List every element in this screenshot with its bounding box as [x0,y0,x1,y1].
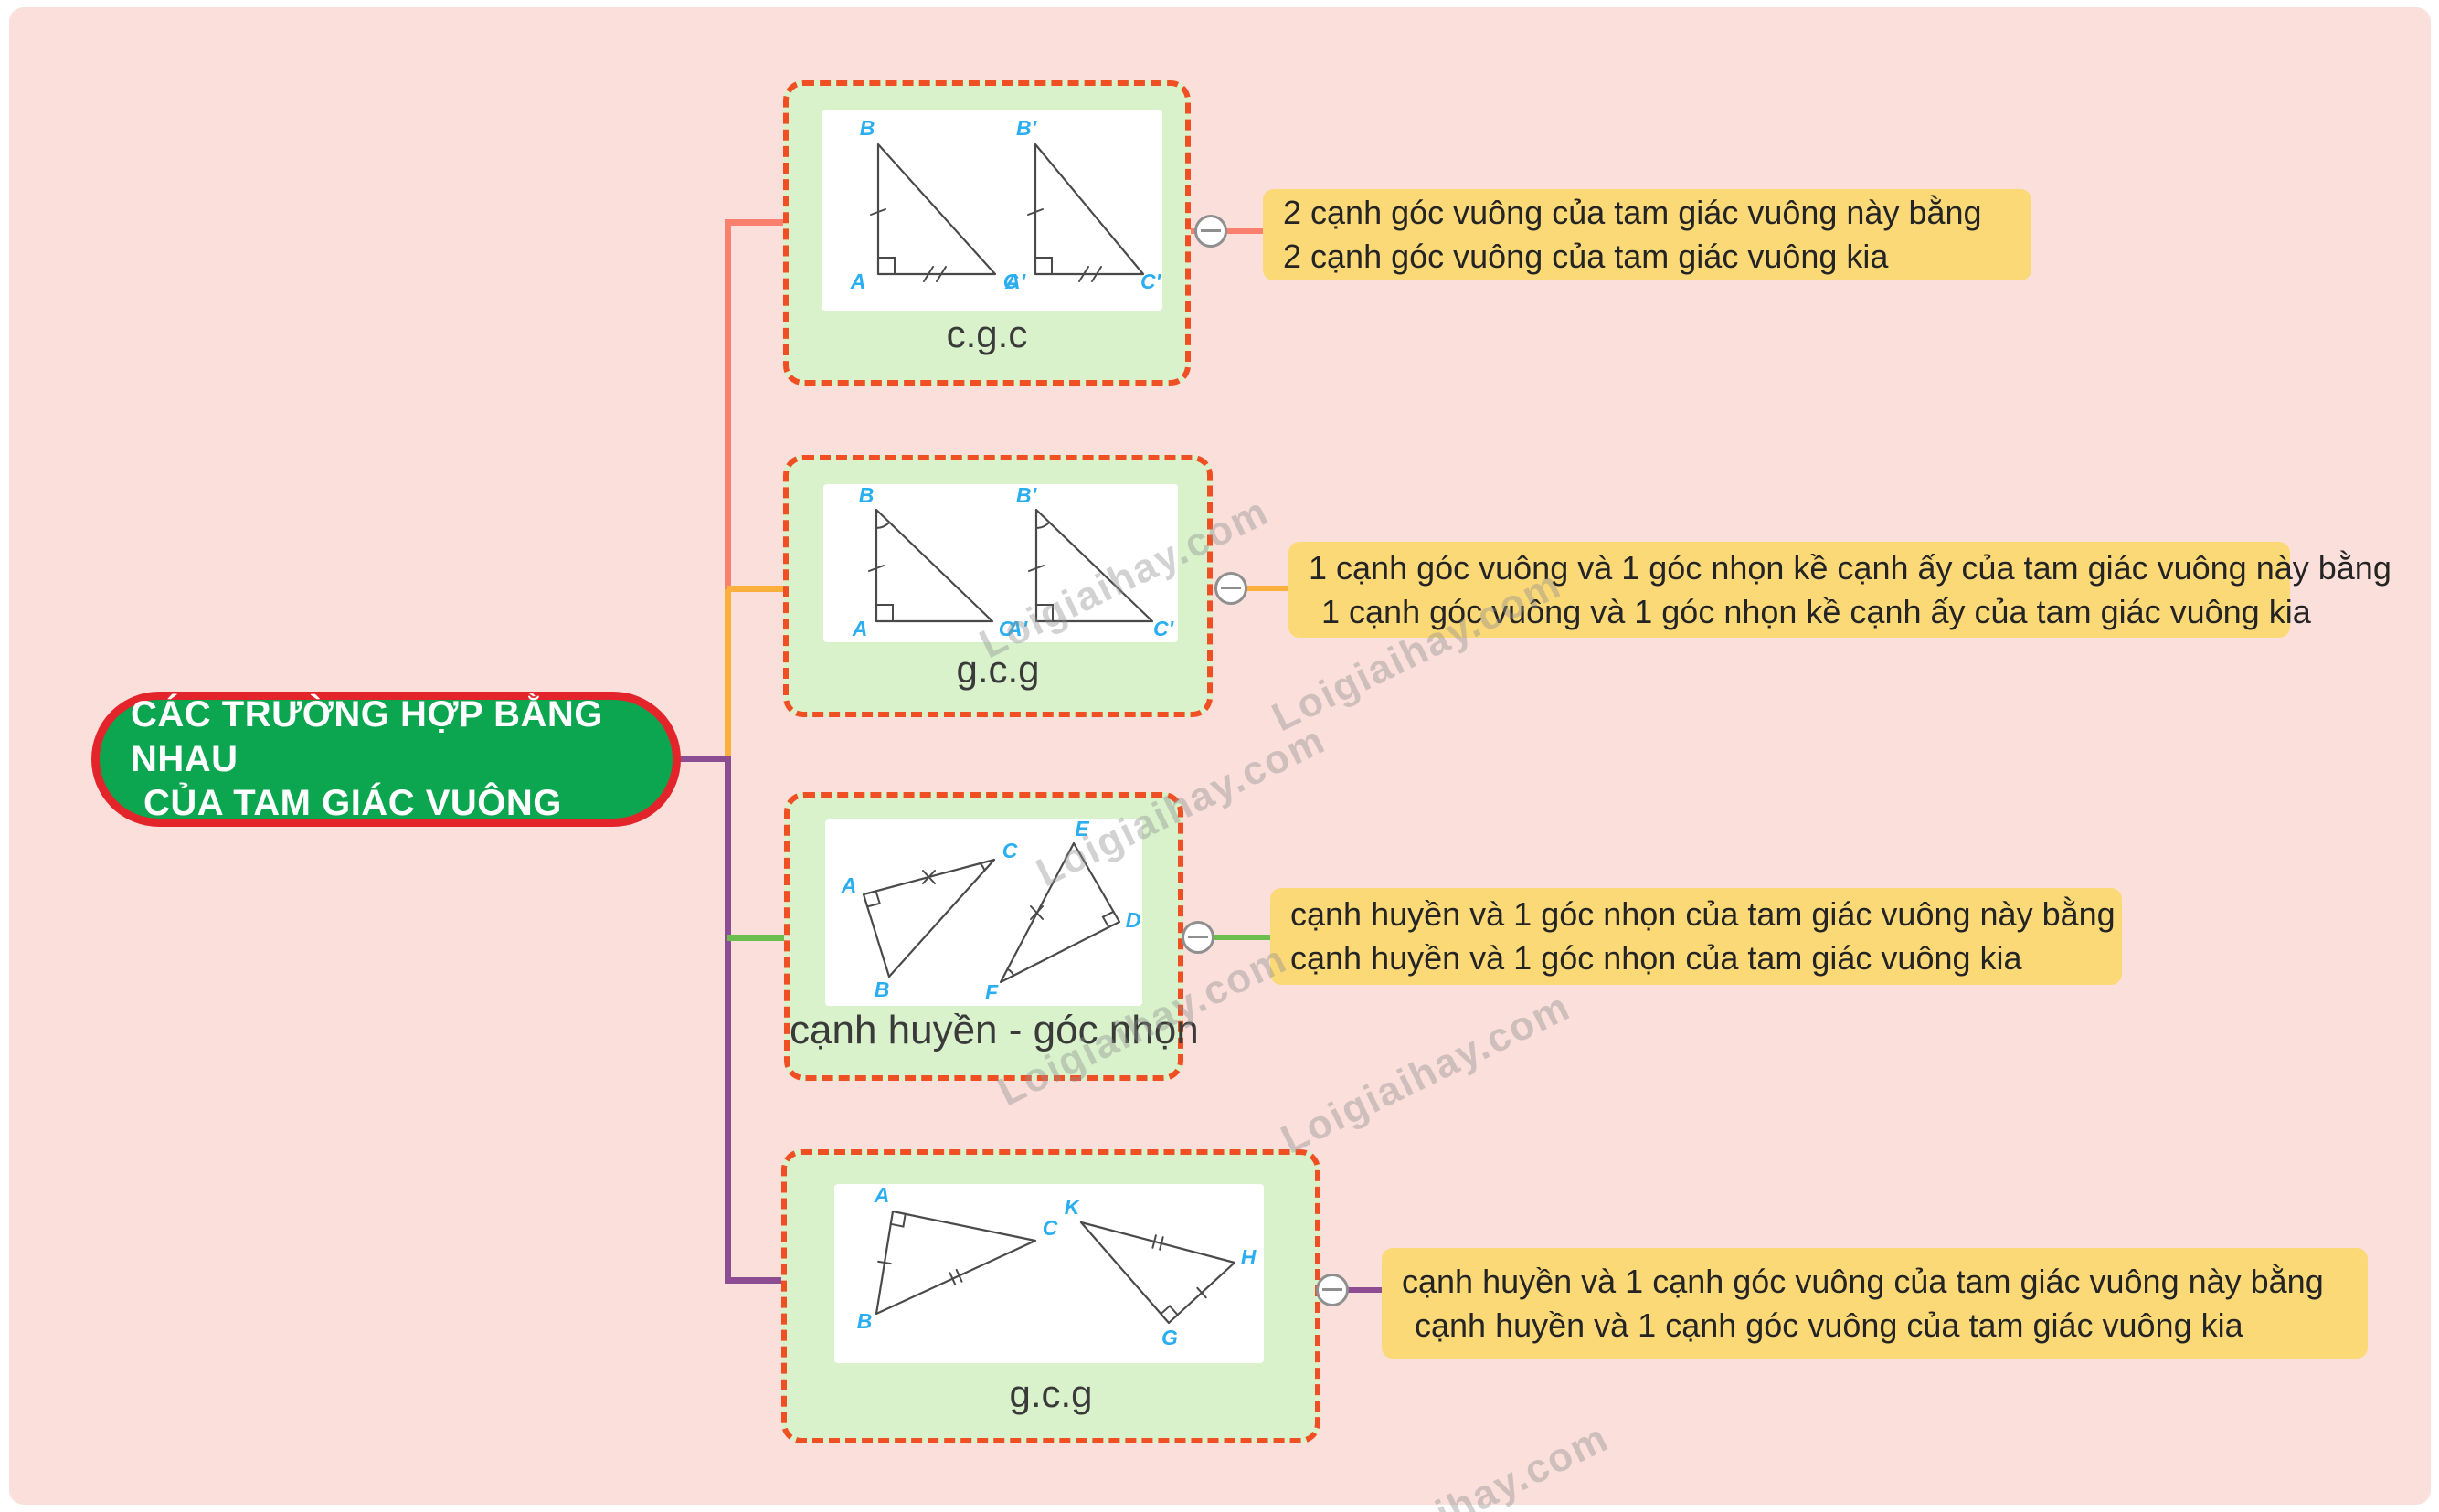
vertex-label: D [1126,908,1141,932]
connector-branch3-left [727,935,786,941]
note-canh-huyen-goc-nhon: cạnh huyền và 1 góc nhọn của tam giác vu… [1270,888,2122,985]
note-gcg: 1 cạnh góc vuông và 1 góc nhọn kề cạnh ấ… [1288,542,2391,638]
note-line2: 1 cạnh góc vuông và 1 góc nhọn kề cạnh ấ… [1321,592,2311,630]
topic-caption: g.c.g [1009,1372,1093,1415]
vertex-label: A [852,617,868,640]
vertex-label: A [874,1184,890,1207]
connector-branch4-right [1320,1287,1383,1293]
triangle-figure-ch-gn: A C B E D F [825,819,1142,1006]
vertex-label: C [1002,839,1018,862]
topic-cgc[interactable]: B A C B' A' C' c.g.c [783,80,1191,386]
root-title-line1: CÁC TRƯỜNG HỢP BẰNG NHAU [131,693,603,779]
triangle-diagram-gcg: B A C B' A' C' [852,484,1175,640]
vertex-label: A [841,873,857,897]
note-line1: cạnh huyền và 1 cạnh góc vuông của tam g… [1402,1262,2324,1300]
root-title-line2: CỦA TAM GIÁC VUÔNG [143,783,562,824]
connector-branch2-right [1215,586,1288,591]
vertex-label: F [985,980,999,1004]
vertex-label: B [859,484,875,507]
vertex-label: G [1161,1326,1178,1349]
collapse-icon[interactable] [1316,1274,1349,1306]
vertex-label: B' [1016,484,1038,507]
connector-trunk-salmon [725,219,731,594]
connector-branch4-left [725,1277,785,1284]
vertex-label: A' [1006,617,1029,640]
connector-root-stub [674,756,731,762]
vertex-label: C [1003,270,1019,293]
triangle-figure-gcg: B A C B' A' C' [823,484,1178,642]
note-line2: 2 cạnh góc vuông của tam giác vuông kia [1283,238,1889,275]
vertex-label: B [875,978,890,1001]
topic-caption: c.g.c [946,312,1028,355]
note-gcg-bottom: cạnh huyền và 1 cạnh góc vuông của tam g… [1382,1248,2368,1359]
vertex-label: B [860,116,875,140]
note-line2: cạnh huyền và 1 cạnh góc vuông của tam g… [1415,1306,2243,1344]
triangle-diagram-gcg2: A C B K H G [857,1184,1257,1349]
collapse-icon[interactable] [1182,921,1214,954]
connector-branch3-right [1182,935,1271,940]
collapse-icon[interactable] [1214,572,1247,605]
connector-trunk-purple [725,756,731,1284]
triangle-figure-cgc: B A C B' A' C' [822,110,1162,311]
note-line2: cạnh huyền và 1 góc nhọn của tam giác vu… [1290,939,2022,977]
topic-gcg[interactable]: B A C B' A' C' g.c.g [783,455,1213,717]
note-line1: cạnh huyền và 1 góc nhọn của tam giác vu… [1290,895,2116,934]
vertex-label: K [1065,1195,1081,1219]
topic-caption: g.c.g [956,648,1040,691]
vertex-label: H [1241,1245,1257,1269]
topic-caption: cạnh huyền - góc nhọn [790,1008,1199,1052]
triangle-diagram-ch-gn: A C B E D F [841,819,1141,1004]
note-line1: 1 cạnh góc vuông và 1 góc nhọn kề cạnh ấ… [1309,548,2391,587]
topic-canh-huyen-goc-nhon[interactable]: A C B E D F cạnh huyền - góc nhọn [784,792,1199,1081]
vertex-label: C [999,617,1014,640]
connector-branch1-left [727,219,785,226]
triangle-figure-gcg2: A C B K H G [834,1184,1264,1363]
vertex-label: C' [1140,270,1162,293]
vertex-label: A [850,270,866,293]
connector-trunk-orange [725,589,731,760]
collapse-icon[interactable] [1194,215,1227,248]
vertex-label: E [1075,819,1089,841]
note-cgc: 2 cạnh góc vuông của tam giác vuông này … [1263,189,2031,280]
vertex-label: C [1043,1216,1058,1240]
topic-gcg-bottom[interactable]: A C B K H G g.c.g [781,1149,1320,1443]
root-node[interactable]: CÁC TRƯỜNG HỢP BẰNG NHAU CỦA TAM GIÁC VU… [91,692,681,827]
connector-branch2-left [727,586,785,592]
note-line1: 2 cạnh góc vuông của tam giác vuông này … [1283,194,1982,232]
vertex-label: B [857,1309,873,1333]
vertex-label: C' [1153,617,1175,640]
triangle-diagram-cgc: B A C B' A' C' [850,116,1162,293]
vertex-label: B' [1016,116,1038,140]
vertex-label: A' [1004,270,1027,293]
